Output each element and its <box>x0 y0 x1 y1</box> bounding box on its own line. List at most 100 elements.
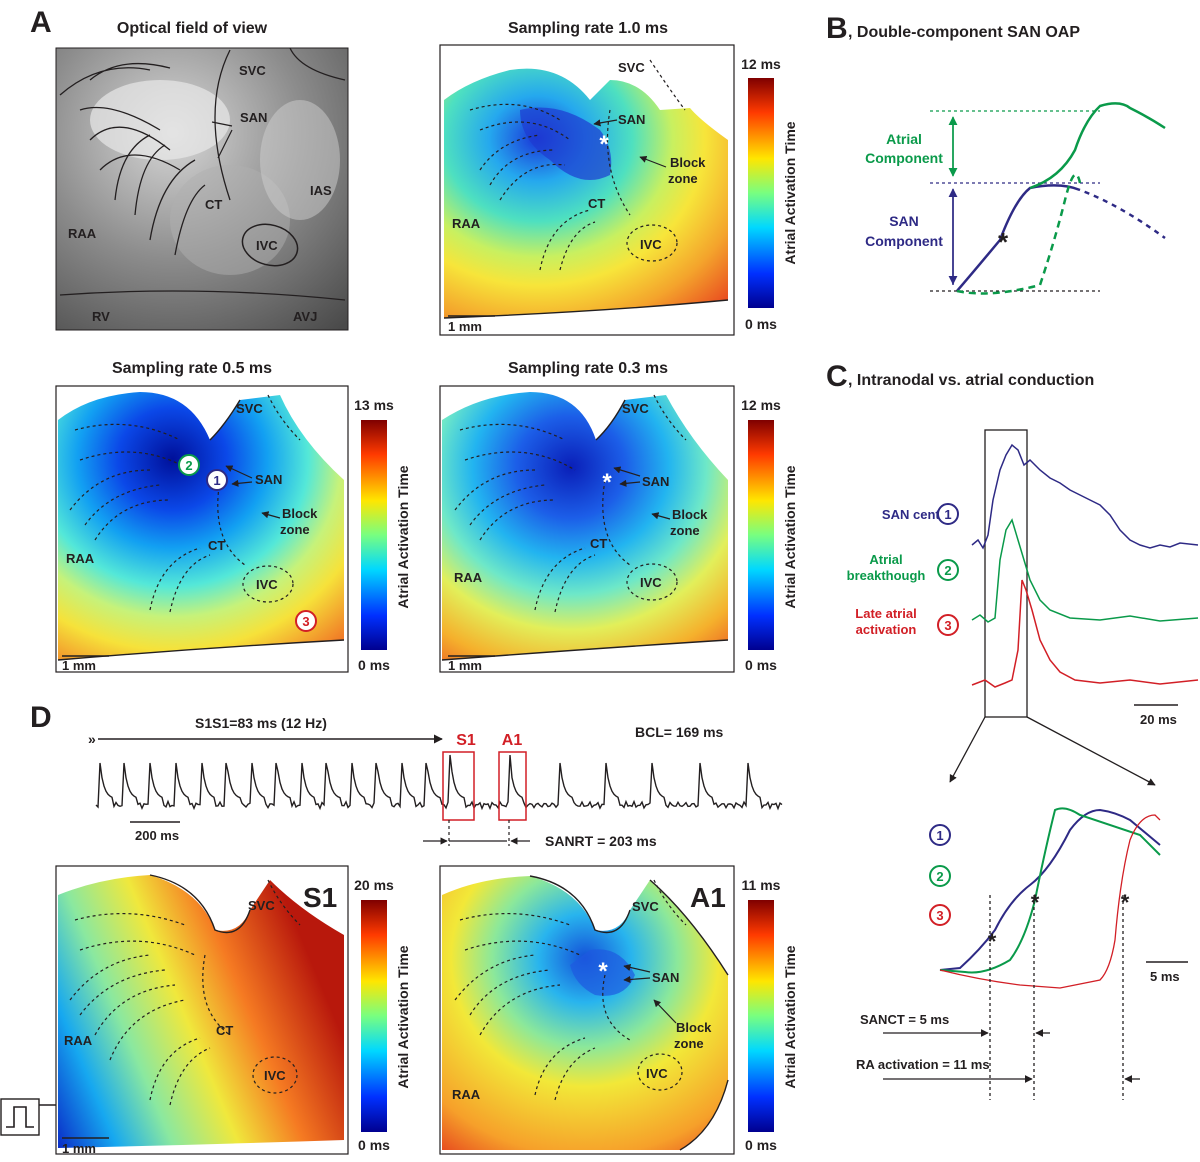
rate03-ct: CT <box>590 536 607 551</box>
traces-zoom <box>939 807 1161 989</box>
rate05-colorbar <box>361 420 387 650</box>
rate05-ivc: IVC <box>256 577 278 592</box>
rate10-scale: 1 mm <box>448 319 482 334</box>
trace-late-2: activation <box>856 622 917 637</box>
rate03-colorbar <box>748 420 774 650</box>
rate03-fibers <box>454 394 687 613</box>
rate03-map <box>442 392 728 660</box>
rate10-cbar-label: Atrial Activation Time <box>782 121 798 264</box>
rate10-title: Sampling rate 1.0 ms <box>508 20 668 37</box>
a1-max: 11 ms <box>742 877 781 893</box>
rate03-block-1: Block <box>672 507 708 522</box>
trace-site-1: 1 <box>937 503 959 525</box>
panel-letter-a: A <box>30 6 52 39</box>
pacing-trace <box>95 754 783 811</box>
a1-star: * <box>598 958 608 985</box>
rate10-block-1: Block <box>670 155 706 170</box>
rate03-scale: 1 mm <box>448 658 482 673</box>
rate05-cbar-label: Atrial Activation Time <box>395 465 411 608</box>
rate10-ivc: IVC <box>640 237 662 252</box>
a1-raa: RAA <box>452 1087 481 1102</box>
rate05-raa: RAA <box>66 551 95 566</box>
svg-text:2: 2 <box>185 458 192 473</box>
rate05-block-1: Block <box>282 506 318 521</box>
s1-title: S1 <box>303 882 337 913</box>
trace-site-2: 2 <box>937 559 959 581</box>
sanrt-label: SANRT = 203 ms <box>545 833 657 849</box>
s1-raa: RAA <box>64 1033 93 1048</box>
oap-atrial-2: Component <box>865 150 943 166</box>
a1-cbar-label: Atrial Activation Time <box>782 945 798 1088</box>
rate03-frame <box>439 385 735 673</box>
rate05-scale: 1 mm <box>62 658 96 673</box>
s1-ivc: IVC <box>264 1068 286 1083</box>
oap-atrial-1: Atrial <box>886 131 922 147</box>
optical-ias: IAS <box>310 183 332 198</box>
a1-ivc: IVC <box>646 1066 668 1081</box>
rate05-san: SAN <box>255 472 282 487</box>
rate05-site-3: 3 <box>295 610 317 632</box>
sanct-label: SANCT = 5 ms <box>860 1012 949 1027</box>
svg-text:»: » <box>88 731 96 747</box>
rate10-star: * <box>599 131 609 158</box>
rate05-title: Sampling rate 0.5 ms <box>112 360 272 377</box>
rate03-block-2: zone <box>670 523 700 538</box>
a1-title: A1 <box>690 882 726 913</box>
svg-text:2: 2 <box>936 869 943 884</box>
a1-svc: SVC <box>632 899 659 914</box>
rate05-block-2: zone <box>280 522 310 537</box>
s1-min: 0 ms <box>358 1137 390 1153</box>
stimulus-icon <box>0 1098 56 1136</box>
rate05-min: 0 ms <box>358 657 390 673</box>
rate05-max: 13 ms <box>354 397 394 413</box>
rate03-san: SAN <box>642 474 669 489</box>
s1-cbar-label: Atrial Activation Time <box>395 945 411 1088</box>
svg-text:*: * <box>1121 890 1130 915</box>
zoom-site-3: 3 <box>929 904 951 926</box>
rate10-raa: RAA <box>452 216 481 231</box>
rate05-map <box>58 392 344 660</box>
scale-200ms: 200 ms <box>135 828 179 843</box>
rate10-colorbar <box>748 78 774 308</box>
rate10-frame <box>439 44 735 336</box>
s1-svc: SVC <box>248 898 275 913</box>
a1-map <box>442 876 728 1150</box>
a1-colorbar <box>748 900 774 1132</box>
rate03-ivc: IVC <box>640 575 662 590</box>
rate10-max: 12 ms <box>741 56 781 72</box>
panel-c-title: , Intranodal vs. atrial conduction <box>848 372 1094 389</box>
rate10-ct: CT <box>588 196 605 211</box>
s1-map <box>58 875 344 1148</box>
oap-san-1: SAN <box>889 213 919 229</box>
rate03-title: Sampling rate 0.3 ms <box>508 360 668 377</box>
svg-text:*: * <box>1031 890 1040 915</box>
a1-san: SAN <box>652 970 679 985</box>
trace-late-1: Late atrial <box>855 606 916 621</box>
a1-block-2: zone <box>674 1036 704 1051</box>
panel-letter-b: B <box>826 12 848 45</box>
traces-top <box>971 443 1199 688</box>
trace-site-3: 3 <box>937 614 959 636</box>
a1-frame <box>439 865 735 1155</box>
optical-rv: RV <box>92 309 110 324</box>
s1-colorbar <box>361 900 387 1132</box>
scale-20ms: 20 ms <box>1140 712 1177 727</box>
optical-image <box>55 47 349 331</box>
svg-text:3: 3 <box>936 908 943 923</box>
svg-text:1: 1 <box>936 828 943 843</box>
a1-box <box>498 751 527 821</box>
zoom-site-2: 2 <box>929 865 951 887</box>
svg-text:3: 3 <box>302 614 309 629</box>
svg-text:3: 3 <box>944 618 951 633</box>
optical-ct: CT <box>205 197 222 212</box>
panel-letter-c: C <box>826 360 848 393</box>
rate10-map <box>444 68 728 318</box>
svg-text:*: * <box>988 929 997 954</box>
rate10-fibers <box>469 59 686 271</box>
a1-fibers <box>454 879 687 1101</box>
oap-san-2: Component <box>865 233 943 249</box>
zoom-site-1: 1 <box>929 824 951 846</box>
optical-raa: RAA <box>68 226 97 241</box>
rate03-raa: RAA <box>454 570 483 585</box>
